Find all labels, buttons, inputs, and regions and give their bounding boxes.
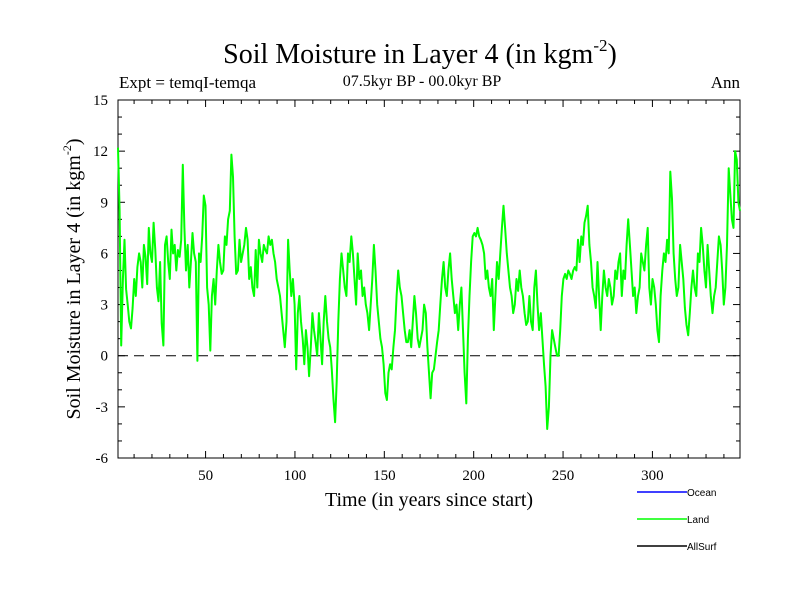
x-axis: 50 100 150 200 250 300 xyxy=(133,100,725,484)
x-tick-label: 50 xyxy=(198,468,213,484)
legend-label-allsurf: AllSurf xyxy=(687,542,717,553)
chart-subtitle: 07.5kyr BP - 00.0kyr BP xyxy=(343,73,502,90)
y-tick-label: 12 xyxy=(93,144,108,160)
x-tick-label: 300 xyxy=(641,468,664,484)
y-tick-label: 3 xyxy=(101,298,109,314)
y-tick-label: -3 xyxy=(96,400,109,416)
x-tick-label: 200 xyxy=(462,468,485,484)
legend: Ocean Land AllSurf xyxy=(637,488,717,553)
chart-title: Soil Moisture in Layer 4 (in kgm-2) xyxy=(223,36,617,70)
x-axis-label: Time (in years since start) xyxy=(325,489,533,511)
series-line-land xyxy=(117,147,741,430)
y-tick-label: 9 xyxy=(101,195,109,211)
legend-label-land: Land xyxy=(687,515,709,526)
y-tick-label: -6 xyxy=(96,451,109,467)
x-tick-label: 250 xyxy=(552,468,575,484)
y-tick-label: 15 xyxy=(93,93,108,109)
experiment-label: Expt = temqI-temqa xyxy=(119,73,257,92)
season-label: Ann xyxy=(711,73,741,92)
legend-label-ocean: Ocean xyxy=(687,488,716,499)
x-tick-label: 150 xyxy=(373,468,396,484)
plot-frame xyxy=(117,99,741,459)
y-tick-label: 0 xyxy=(101,349,109,365)
y-tick-label: 6 xyxy=(101,246,109,262)
y-axis-label: Soil Moisture in Layer 4 (in kgm-2) xyxy=(60,138,85,419)
x-tick-label: 100 xyxy=(284,468,307,484)
